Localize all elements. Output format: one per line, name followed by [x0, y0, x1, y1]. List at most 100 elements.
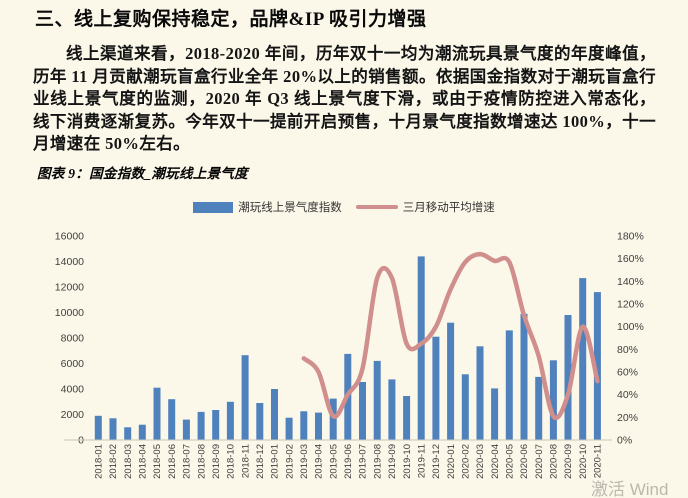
chart-legend: 潮玩线上景气度指数 三月移动平均增速 — [0, 199, 688, 215]
svg-text:2019-07: 2019-07 — [358, 444, 369, 479]
svg-text:2020-01: 2020-01 — [446, 444, 457, 479]
svg-text:14000: 14000 — [55, 256, 84, 268]
caption-rule-top — [35, 158, 650, 160]
legend-item-line-series: 三月移动平均增速 — [355, 199, 495, 215]
svg-text:2020-03: 2020-03 — [475, 444, 486, 479]
svg-text:2020-09: 2020-09 — [563, 444, 574, 479]
bar-2019-08 — [373, 360, 381, 440]
x-axis-ticks: 2018-01 2018-02 2018-03 2018-04 2018-05 2018-… — [94, 444, 604, 479]
svg-text:12000: 12000 — [55, 282, 84, 294]
bar-2018-10 — [226, 401, 234, 441]
legend-label-line-series: 三月移动平均增速 — [402, 202, 495, 214]
bar-2019-03 — [300, 411, 308, 440]
line-series-swatch-icon — [355, 204, 398, 210]
svg-text:2018-10: 2018-10 — [226, 444, 237, 479]
svg-text:2020-05: 2020-05 — [505, 444, 516, 479]
bar-series-swatch-icon — [193, 201, 234, 213]
svg-text:80%: 80% — [617, 344, 638, 356]
bar-2020-08 — [549, 360, 557, 440]
svg-text:180%: 180% — [617, 231, 644, 243]
svg-text:160%: 160% — [617, 253, 644, 265]
left-axis-ticks: 0200040006000800010000120001400016000 — [55, 231, 84, 447]
svg-text:140%: 140% — [617, 276, 644, 288]
svg-text:40%: 40% — [617, 389, 638, 401]
bar-2020-03 — [476, 346, 484, 440]
bar-2020-10 — [579, 278, 587, 440]
svg-text:4000: 4000 — [61, 384, 85, 396]
bar-2018-08 — [197, 411, 205, 440]
bar-2019-12 — [432, 336, 440, 440]
bar-2019-11 — [417, 256, 425, 440]
svg-text:60%: 60% — [617, 367, 638, 379]
svg-text:2018-09: 2018-09 — [211, 444, 222, 479]
bar-2019-02 — [285, 417, 293, 440]
section-heading: 三、线上复购保持稳定，品牌&IP 吸引力增强 — [35, 9, 427, 30]
svg-text:2018-08: 2018-08 — [196, 444, 207, 479]
right-axis-ticks: 0% 20% 40% 60% 80% 100% 120% 140% 160% 180% — [617, 231, 644, 447]
svg-text:6000: 6000 — [61, 358, 85, 370]
svg-text:2018-07: 2018-07 — [182, 444, 193, 479]
svg-text:2018-05: 2018-05 — [152, 444, 163, 479]
bar-2020-01 — [447, 322, 455, 440]
svg-text:2019-01: 2019-01 — [270, 444, 281, 479]
svg-text:2019-03: 2019-03 — [299, 444, 310, 479]
bar-2019-01 — [271, 389, 278, 440]
svg-text:2019-02: 2019-02 — [284, 444, 295, 479]
watermark: 激活 Wind — [591, 480, 669, 498]
svg-text:0%: 0% — [617, 435, 632, 447]
svg-text:20%: 20% — [617, 412, 638, 424]
svg-text:2019-09: 2019-09 — [387, 444, 398, 479]
body-paragraph: 线上渠道来看，2018-2020 年间，历年双十一均为潮流玩具景气度的年度峰值，… — [33, 44, 656, 154]
svg-text:120%: 120% — [617, 299, 644, 311]
svg-text:2019-05: 2019-05 — [328, 444, 339, 479]
svg-text:2018-02: 2018-02 — [108, 444, 119, 479]
bar-2018-05 — [153, 387, 161, 440]
svg-text:2000: 2000 — [61, 409, 85, 421]
svg-text:2019-11: 2019-11 — [416, 444, 427, 478]
bar-2020-02 — [461, 374, 469, 440]
svg-text:2018-12: 2018-12 — [255, 444, 266, 479]
bar-2018-06 — [168, 399, 176, 440]
bar-2020-05 — [505, 330, 513, 440]
svg-text:2020-04: 2020-04 — [490, 444, 501, 479]
svg-text:10000: 10000 — [55, 307, 84, 319]
bar-2019-04 — [315, 412, 322, 440]
svg-text:2020-06: 2020-06 — [519, 444, 530, 479]
svg-text:2020-11: 2020-11 — [593, 444, 604, 478]
svg-text:2019-10: 2019-10 — [402, 444, 413, 479]
bar-2020-07 — [535, 376, 543, 440]
bar-2019-09 — [388, 379, 396, 440]
svg-text:2020-08: 2020-08 — [549, 444, 560, 479]
bar-2019-05 — [329, 398, 337, 440]
moving-average-line — [301, 251, 600, 420]
svg-text:2019-08: 2019-08 — [372, 444, 383, 479]
bar-2020-04 — [491, 388, 499, 440]
bars — [94, 256, 601, 441]
svg-text:100%: 100% — [617, 321, 644, 333]
legend-item-bar-series: 潮玩线上景气度指数 — [193, 199, 342, 215]
figure-caption: 图表 9：国金指数_潮玩线上景气度 — [37, 166, 248, 181]
bar-2020-09 — [564, 315, 572, 440]
bar-2018-03 — [124, 427, 132, 441]
svg-text:2019-12: 2019-12 — [431, 444, 442, 479]
svg-text:2018-01: 2018-01 — [94, 444, 105, 479]
legend-label-bar-series: 潮玩线上景气度指数 — [238, 202, 342, 214]
bar-2020-11 — [593, 292, 601, 440]
svg-text:2018-03: 2018-03 — [123, 444, 134, 479]
svg-text:2020-07: 2020-07 — [534, 444, 545, 479]
svg-text:2020-10: 2020-10 — [578, 444, 589, 479]
svg-text:2019-04: 2019-04 — [314, 444, 325, 479]
bar-2018-01 — [94, 415, 102, 440]
caption-rule-bottom — [35, 184, 650, 187]
bar-2018-04 — [138, 424, 146, 440]
bar-2018-12 — [256, 403, 264, 440]
bar-2019-07 — [359, 382, 366, 440]
bar-2018-09 — [212, 410, 220, 440]
bar-2019-10 — [403, 396, 411, 440]
svg-text:2018-04: 2018-04 — [138, 444, 149, 479]
svg-text:16000: 16000 — [55, 231, 84, 243]
bar-2020-06 — [520, 313, 528, 440]
svg-text:2018-11: 2018-11 — [240, 444, 251, 478]
bar-2018-07 — [182, 419, 190, 440]
